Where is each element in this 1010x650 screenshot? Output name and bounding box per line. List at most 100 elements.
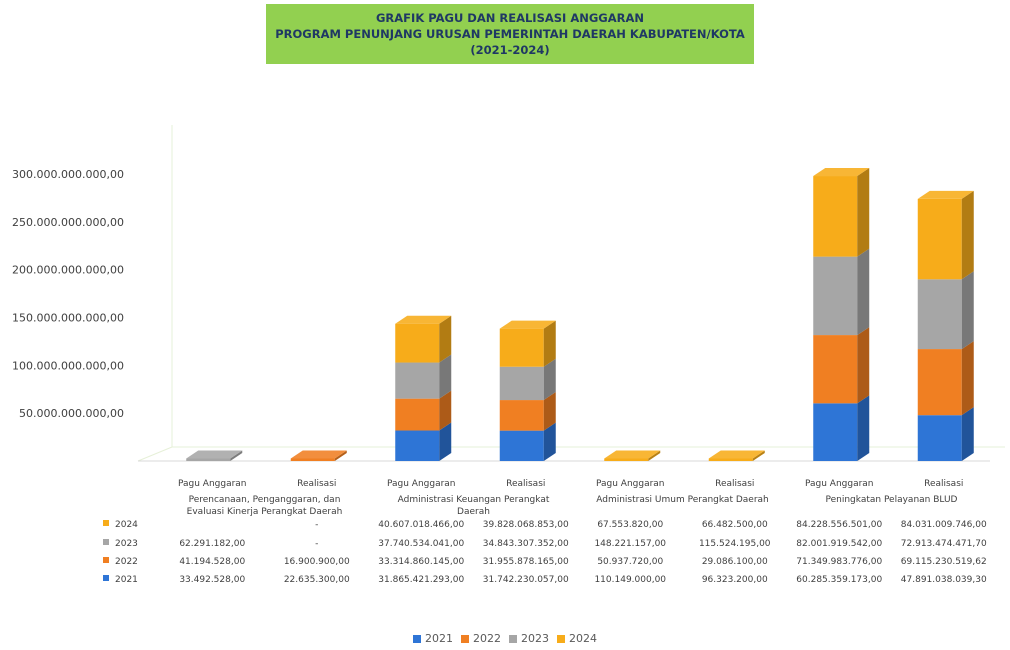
bar-stack [290,450,347,461]
table-cell: 31.742.230.057,00 [483,575,569,585]
y-tick-label: 200.000.000.000,00 [12,264,124,277]
wall-left-edge [137,125,173,462]
bar-segment-side [543,392,556,431]
bar-segment [604,458,649,461]
legend-swatch [557,635,565,643]
bar-segment-side [961,341,974,416]
bar-segment-side [439,354,452,399]
table-row-label: 2021 [115,575,138,585]
legend-item-2021: 2021 [413,632,453,645]
legend-item-2024: 2024 [557,632,597,645]
x-category-label: Realisasi [297,479,336,489]
bar-segment-side [543,422,556,461]
bar-segment-side [648,450,661,461]
bar-segment [499,430,544,461]
legend-label: 2022 [473,632,501,645]
table-cell: 82.001.919.542,00 [796,539,882,549]
bar-stack [813,168,870,461]
bar-segment-side [543,320,556,367]
chart-title-line-2: PROGRAM PENUNJANG URUSAN PEMERINTAH DAER… [275,27,745,41]
bar-segment [708,458,753,461]
table-cell: 16.900.900,00 [284,557,350,567]
table-cell: 37.740.534.041,00 [378,539,464,549]
legend-label: 2021 [425,632,453,645]
table-cell: 60.285.359.173,00 [796,575,882,585]
x-group-label: Administrasi Keuangan Perangkat [398,495,550,505]
bar-top-face [708,450,765,459]
bar-segment-side [439,390,452,431]
x-category-label: Pagu Anggaran [178,479,247,489]
bar-segment [499,400,544,431]
x-group-label: Perencanaan, Penganggaran, dan [189,495,341,505]
legend-item-2022: 2022 [461,632,501,645]
table-cell: 72.913.474.471,70 [901,539,987,549]
y-tick-label: 250.000.000.000,00 [12,216,124,229]
table-cell: 33.492.528,00 [179,575,245,585]
x-category-label: Realisasi [924,479,963,489]
chart-legend: 2021 2022 2023 2024 [0,632,1010,645]
table-cell: 84.031.009.746,00 [901,520,987,530]
bar-segment [395,430,440,461]
x-category-label: Pagu Anggaran [387,479,456,489]
table-cell: 29.086.100,00 [702,557,768,567]
bar-top-face [604,450,661,459]
bar-stack [499,320,556,461]
bar-segment-side [961,190,974,280]
bar-stack [395,315,452,461]
bar-segment [499,328,544,367]
table-row-label: 2023 [115,539,138,549]
table-cell: 31.955.878.165,00 [483,557,569,567]
table-legend-key [103,539,109,545]
bar-segment [499,366,544,401]
table-cell: 71.349.983.776,00 [796,557,882,567]
table-cell: 50.937.720,00 [597,557,663,567]
bar-segment [395,323,440,363]
bar-stack [604,450,661,461]
bar-stack [917,190,974,461]
x-category-label: Pagu Anggaran [805,479,874,489]
table-cell: 110.149.000,00 [594,575,666,585]
table-cell: 62.291.182,00 [179,539,245,549]
legend-item-2023: 2023 [509,632,549,645]
bar-segment-side [543,358,556,401]
bar-segment [813,256,858,336]
x-category-label: Realisasi [715,479,754,489]
table-cell: 33.314.860.145,00 [378,557,464,567]
y-tick-label: 150.000.000.000,00 [12,312,124,325]
legend-swatch [509,635,517,643]
bar-segment-side [334,450,347,461]
table-cell: 148.221.157,00 [594,539,666,549]
table-legend-key [103,575,109,581]
y-tick-label: 50.000.000.000,00 [19,407,124,420]
bar-segment-side [439,315,452,363]
table-cell: 31.865.421.293,00 [378,575,464,585]
x-group-label: Peningkatan Pelayanan BLUD [826,495,958,505]
table-cell: - [315,539,318,549]
bar-segment [186,458,231,461]
bar-top-face [813,168,870,177]
table-cell: 69.115.230.519,62 [901,557,987,567]
table-cell: 67.553.820,00 [597,520,663,530]
bar-segment [813,403,858,461]
table-legend-key [103,557,109,563]
table-cell: 41.194.528,00 [179,557,245,567]
table-legend-key [103,520,109,526]
bar-segment [813,335,858,404]
bar-segment [917,198,962,280]
bar-segment-side [857,395,870,461]
chart-title-line-1: GRAFIK PAGU DAN REALISASI ANGGARAN [375,11,645,25]
bar-segment-side [961,407,974,461]
bar-segment-side [857,327,870,404]
chart-title-box: GRAFIK PAGU DAN REALISASI ANGGARAN PROGR… [266,4,754,64]
y-tick-label: 100.000.000.000,00 [12,359,124,372]
x-group-label: Daerah [457,507,490,517]
bar-segment [395,362,440,399]
table-cell: 40.607.018.466,00 [378,520,464,530]
table-cell: - [315,520,318,530]
x-category-label: Pagu Anggaran [596,479,665,489]
bar-segment [290,458,335,461]
legend-swatch [413,635,421,643]
bar-segment [917,349,962,416]
x-group-label: Evaluasi Kinerja Perangkat Daerah [187,507,343,517]
table-cell: 115.524.195,00 [699,539,771,549]
